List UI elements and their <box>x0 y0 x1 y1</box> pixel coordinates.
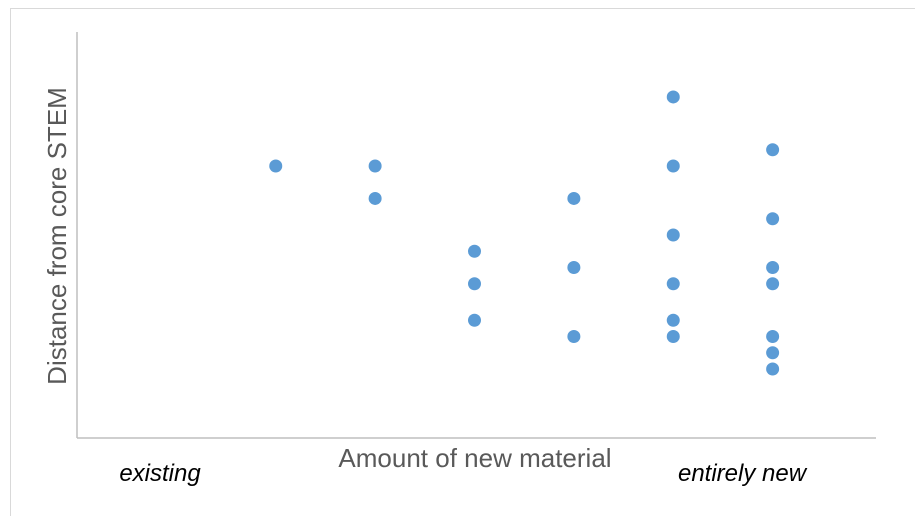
y-axis-label: Distance from core STEM <box>42 87 72 385</box>
data-point <box>666 90 680 104</box>
data-point <box>368 191 382 205</box>
data-point <box>666 330 680 343</box>
x-axis-label: Amount of new material <box>338 443 611 473</box>
data-point <box>666 228 680 242</box>
data-point <box>766 277 780 291</box>
data-point <box>666 159 680 173</box>
data-point <box>468 277 482 291</box>
data-point <box>567 191 581 205</box>
data-point <box>766 362 780 376</box>
data-point <box>368 159 382 173</box>
data-point <box>567 330 581 343</box>
chart-frame <box>10 8 915 516</box>
data-point <box>666 313 680 327</box>
data-point <box>468 313 482 327</box>
data-point <box>567 260 581 274</box>
data-point <box>766 330 780 343</box>
data-point <box>269 159 283 173</box>
data-point <box>766 212 780 226</box>
data-point <box>766 260 780 274</box>
data-point <box>766 143 780 157</box>
data-point <box>468 244 482 258</box>
data-points <box>269 90 780 376</box>
data-point <box>766 346 780 360</box>
x-axis-start-label: existing <box>119 460 201 487</box>
data-point <box>666 277 680 291</box>
x-axis-end-label: entirely new <box>678 460 808 487</box>
